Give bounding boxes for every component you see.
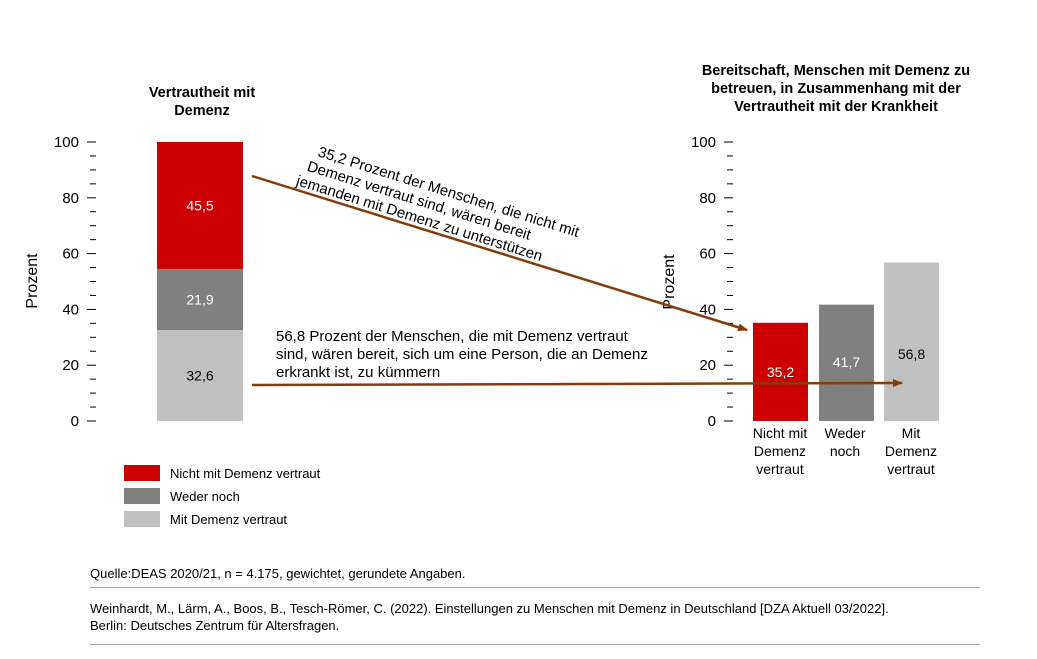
source-note: Quelle:DEAS 2020/21, n = 4.175, gewichte… bbox=[90, 566, 466, 581]
stacked-bar-segment bbox=[157, 268, 243, 331]
citation-line: Weinhardt, M., Lärm, A., Boos, B., Tesch… bbox=[90, 601, 889, 616]
divider bbox=[90, 587, 980, 588]
legend-item-neither: Weder noch bbox=[124, 485, 320, 507]
category-label-line: vertraut bbox=[756, 461, 804, 477]
legend-swatch bbox=[124, 488, 160, 504]
bar-value-label: 56,8 bbox=[898, 346, 925, 362]
citation-line: Berlin: Deutsches Zentrum für Altersfrag… bbox=[90, 618, 340, 633]
arrow-familiar bbox=[251, 379, 903, 388]
bar-value-label: 41,7 bbox=[833, 354, 860, 370]
category-label-line: Demenz bbox=[753, 443, 807, 459]
bar bbox=[753, 322, 808, 421]
category-label-familiar: Mit Demenz vertraut bbox=[879, 424, 943, 478]
left-y-axis-label: Prozent bbox=[24, 253, 41, 309]
right-y-tick-label: 80 bbox=[699, 190, 716, 207]
legend-label: Mit Demenz vertraut bbox=[170, 511, 288, 527]
right-y-tick-label: 20 bbox=[699, 357, 716, 374]
left-y-tick-label: 20 bbox=[62, 357, 79, 374]
citation: Weinhardt, M., Lärm, A., Boos, B., Tesch… bbox=[90, 600, 1010, 634]
right-y-tick-label: 100 bbox=[691, 134, 716, 151]
right-title-line: Bereitschaft, Menschen mit Demenz zu bbox=[701, 63, 971, 79]
category-label-line: Mit bbox=[901, 425, 921, 441]
annotation-upper: 35,2 Prozent der Menschen, die nicht mit… bbox=[293, 144, 582, 265]
right-y-tick-label: 0 bbox=[708, 413, 716, 430]
left-chart-title: Vertrautheit mit Demenz bbox=[122, 84, 282, 120]
category-label-line: vertraut bbox=[887, 461, 935, 477]
right-y-tick-label: 60 bbox=[699, 246, 716, 263]
category-label-line: Weder bbox=[824, 425, 866, 441]
right-chart-title: Bereitschaft, Menschen mit Demenz zu bet… bbox=[676, 62, 996, 116]
left-y-tick-label: 80 bbox=[62, 190, 79, 207]
left-y-tick-label: 60 bbox=[62, 246, 79, 263]
category-label-line: Nicht mit bbox=[752, 425, 808, 441]
right-title-line: betreuen, in Zusammenhang mit der bbox=[711, 81, 961, 97]
left-title-line: Vertrautheit mit bbox=[148, 85, 256, 101]
left-y-tick-label: 100 bbox=[54, 134, 79, 151]
bar bbox=[884, 262, 939, 421]
stacked-bar-segment bbox=[157, 142, 243, 269]
right-y-tick-label: 40 bbox=[699, 301, 716, 318]
bar bbox=[819, 304, 874, 421]
legend-item-familiar: Mit Demenz vertraut bbox=[124, 508, 320, 530]
legend-label: Nicht mit Demenz vertraut bbox=[170, 465, 321, 481]
legend-swatch bbox=[124, 465, 160, 481]
divider bbox=[90, 644, 980, 645]
annotation-lower-line: 56,8 Prozent der Menschen, die mit Demen… bbox=[276, 328, 629, 345]
right-title-line: Vertrautheit mit der Krankheit bbox=[734, 99, 938, 115]
category-label-neither: Weder noch bbox=[813, 424, 877, 460]
arrow-not-familiar bbox=[251, 174, 748, 332]
right-y-axis-label: Prozent bbox=[661, 254, 678, 310]
left-y-tick-label: 0 bbox=[71, 413, 79, 430]
legend-item-not-familiar: Nicht mit Demenz vertraut bbox=[124, 462, 320, 484]
left-title-line: Demenz bbox=[174, 103, 230, 119]
left-y-tick-label: 40 bbox=[62, 301, 79, 318]
category-label-line: noch bbox=[829, 443, 861, 459]
annotation-lower-line: erkrankt ist, zu kümmern bbox=[276, 364, 440, 381]
legend-label: Weder noch bbox=[170, 488, 240, 504]
bar-value-label: 35,2 bbox=[767, 364, 794, 380]
legend-swatch bbox=[124, 511, 160, 527]
bar-value-label: 45,5 bbox=[186, 197, 213, 213]
category-label-not-familiar: Nicht mit Demenz vertraut bbox=[748, 424, 812, 478]
annotation-lower-line: sind, wären bereit, sich um eine Person,… bbox=[276, 346, 648, 363]
category-label-line: Demenz bbox=[884, 443, 938, 459]
bar-value-label: 32,6 bbox=[186, 368, 213, 384]
stacked-bar-segment bbox=[157, 330, 243, 421]
legend: Nicht mit Demenz vertraut Weder noch Mit… bbox=[124, 462, 320, 531]
bar-value-label: 21,9 bbox=[186, 291, 213, 307]
